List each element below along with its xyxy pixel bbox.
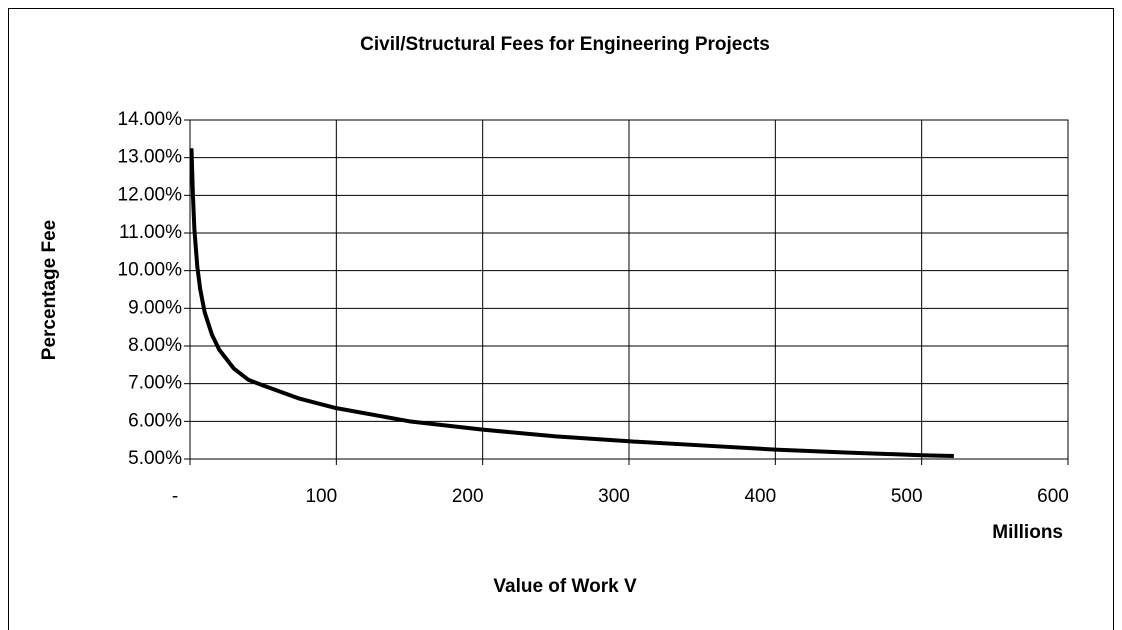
y-tick-label: 14.00% [118, 109, 183, 130]
y-tick-label: 12.00% [118, 184, 183, 205]
y-axis-label: Percentage Fee [39, 220, 60, 360]
x-tick-label: 400 [744, 486, 776, 507]
x-tick-label: 500 [891, 486, 923, 507]
y-tick-label: 13.00% [118, 147, 183, 168]
x-axis-label: Value of Work V [493, 576, 637, 597]
chart-border [8, 8, 1114, 630]
y-tick-label: 5.00% [128, 448, 182, 469]
y-tick-label: 11.00% [119, 222, 182, 243]
y-tick-label: 9.00% [128, 297, 182, 318]
plot-border [189, 119, 1069, 460]
y-tick-label: 7.00% [128, 373, 182, 394]
line-series [189, 148, 954, 458]
x-tick-label: 100 [305, 486, 337, 507]
chart-title: Civil/Structural Fees for Engineering Pr… [360, 34, 770, 55]
x-tick-label: - [172, 486, 178, 507]
x-axis-unit: Millions [992, 522, 1063, 543]
y-tick-label: 6.00% [128, 410, 182, 431]
y-tick-label: 8.00% [128, 335, 182, 356]
x-tick-label: 200 [452, 486, 484, 507]
x-tick-label: 300 [598, 486, 630, 507]
x-tick-label: 600 [1037, 486, 1069, 507]
y-tick-label: 10.00% [118, 260, 183, 281]
